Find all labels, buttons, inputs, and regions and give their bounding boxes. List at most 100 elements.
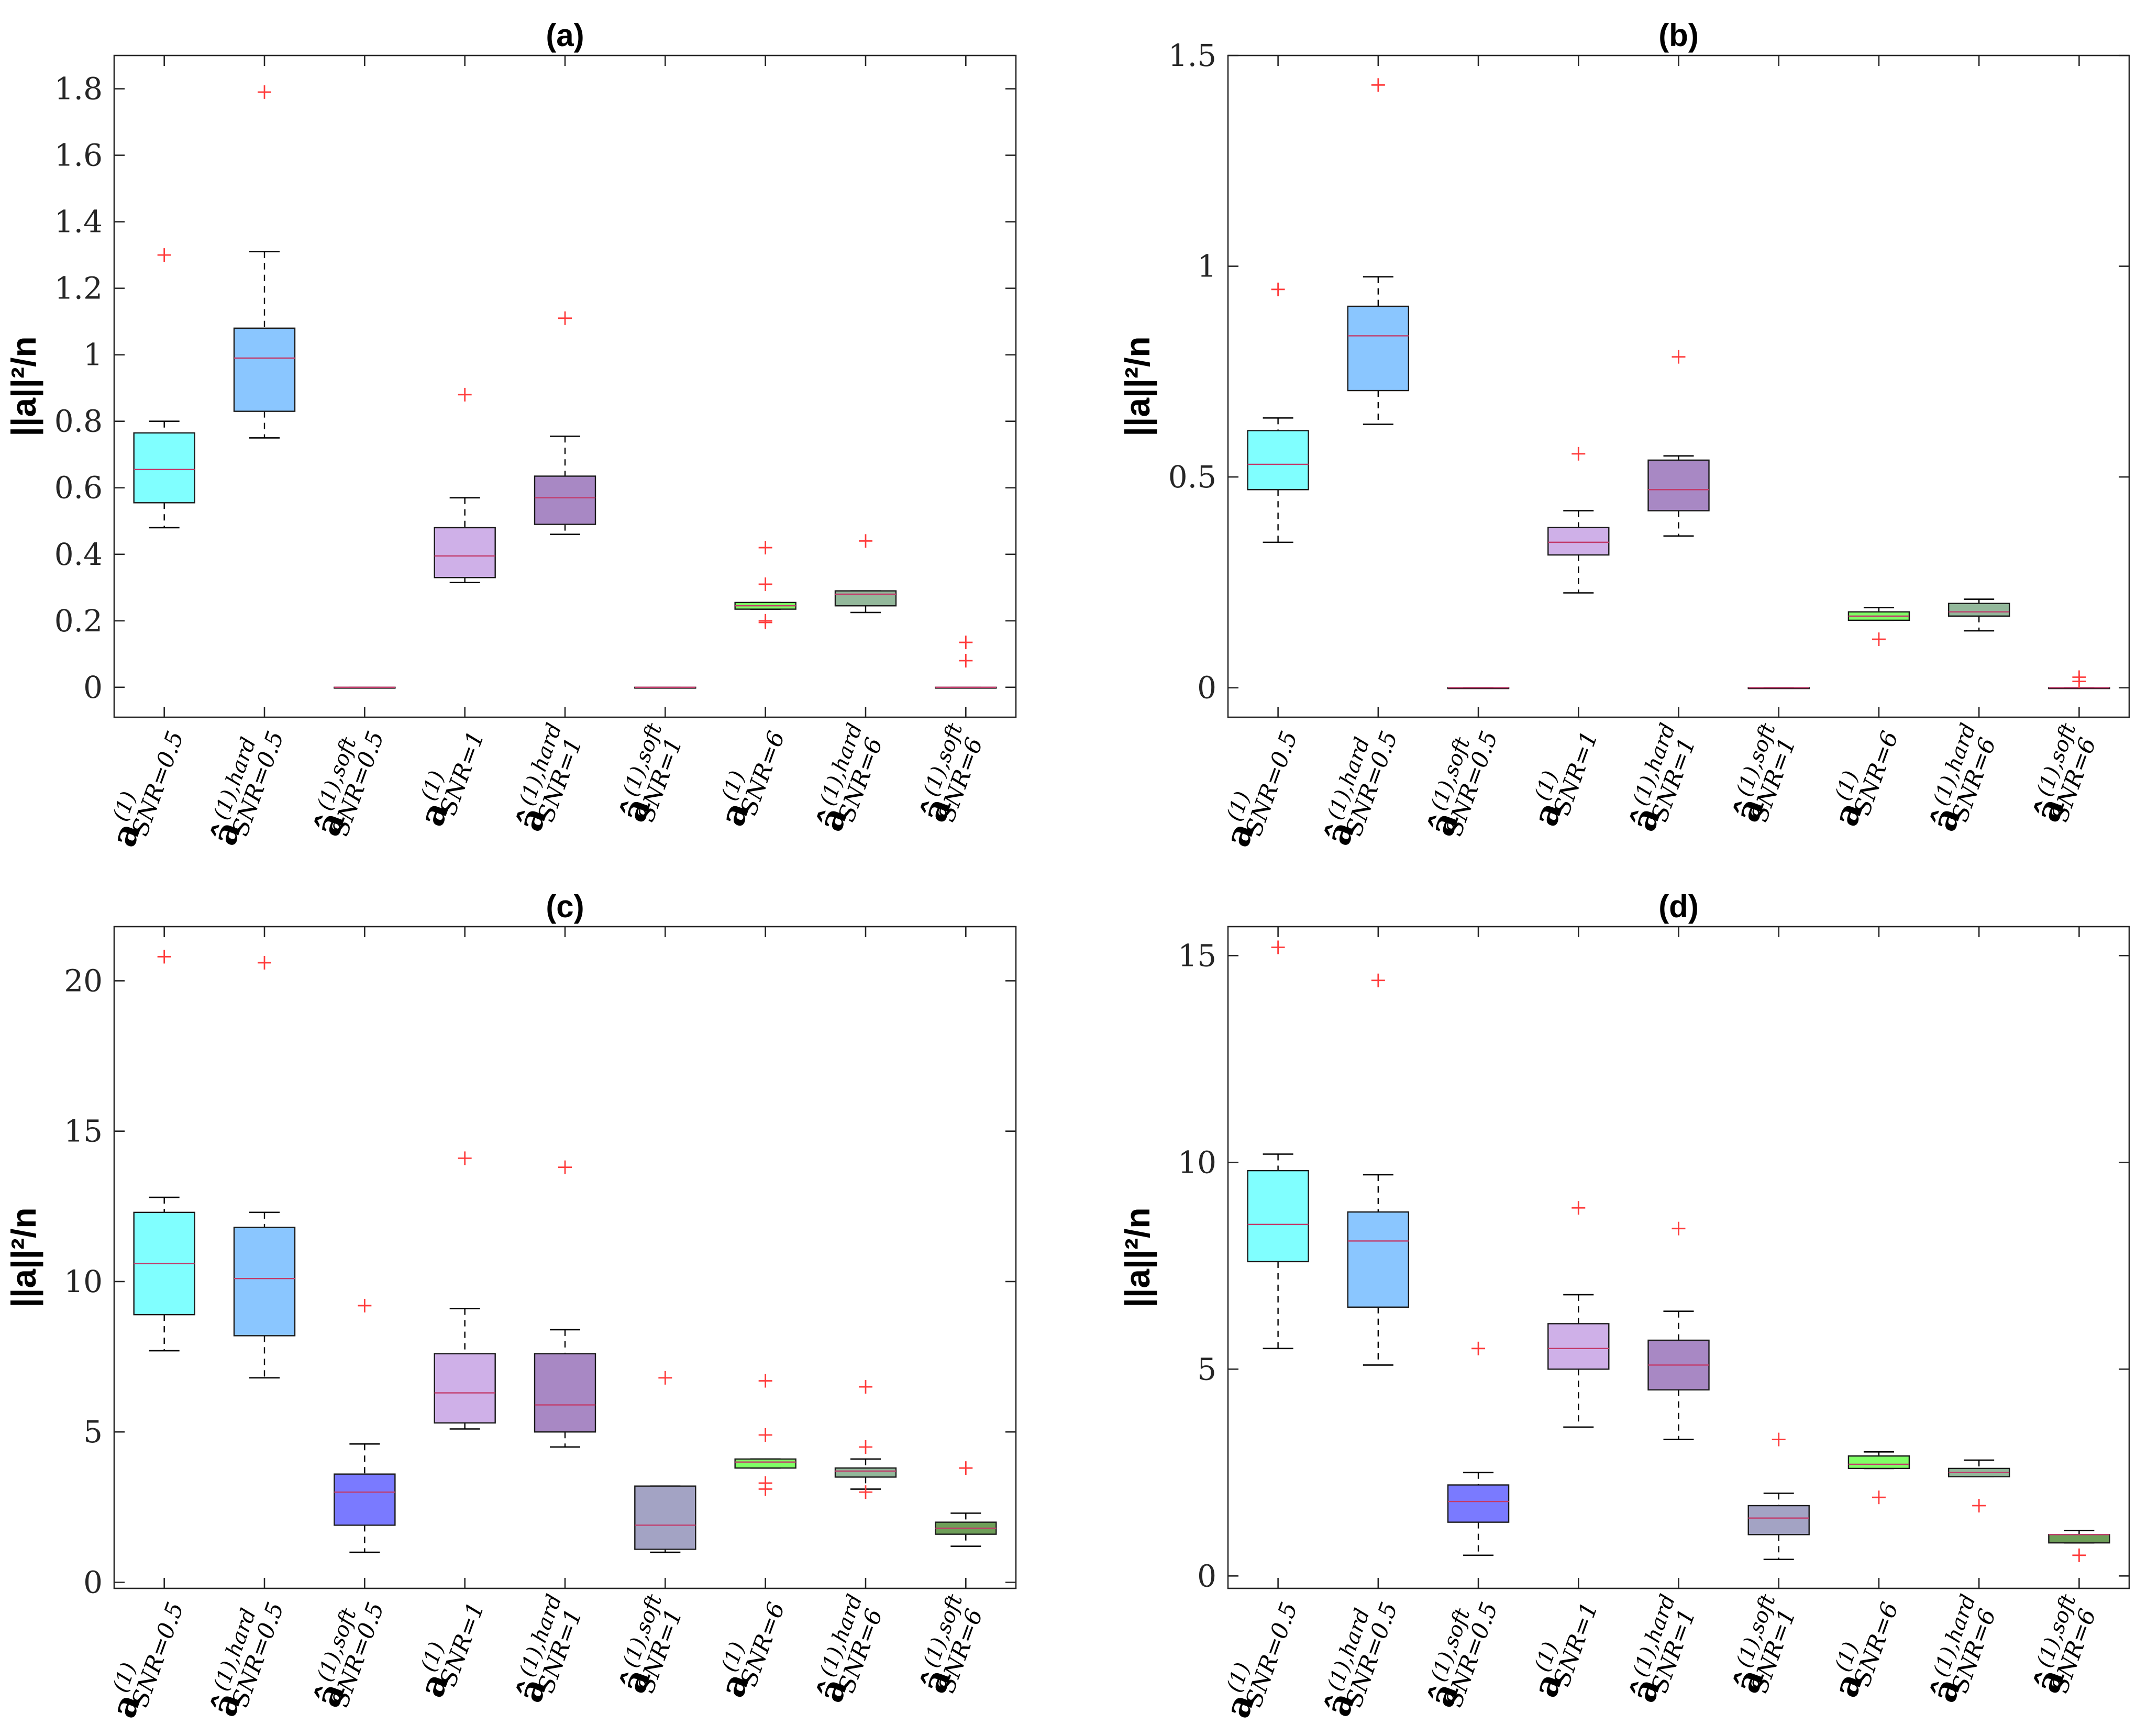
outlier-marker xyxy=(758,1482,772,1496)
x-category-label: â(1),softSNR=0.5 xyxy=(305,720,389,843)
panel-a: (a) ||a||²/n 0 0.2 0.4 0.6 0.8 1 1.2 1.4 1.6 1.8 a(1… xyxy=(4,18,1017,852)
y-axis-label: ||a||²/n xyxy=(1118,1207,1158,1307)
box xyxy=(1347,1211,1410,1308)
y-axis-label: ||a||²/n xyxy=(4,336,44,436)
x-category-label: â(1),softSNR=6 xyxy=(2024,1591,2104,1700)
x-category-label: a(1)SNR=0.5 xyxy=(1214,720,1303,854)
outlier-marker xyxy=(758,1428,772,1442)
outlier-marker xyxy=(959,654,973,668)
outlier-marker xyxy=(358,1298,372,1312)
x-category-label: â(1),hardSNR=0.5 xyxy=(202,720,290,852)
box xyxy=(434,1353,496,1424)
outlier-marker xyxy=(1972,1499,1986,1512)
x-category-label: a(1)SNR=6 xyxy=(1823,1591,1903,1704)
x-category-label: â(1),hardSNR=1 xyxy=(1621,720,1703,838)
outlier-marker xyxy=(2072,674,2086,688)
x-category-label: â(1),hardSNR=1 xyxy=(507,720,590,838)
box xyxy=(233,1227,296,1337)
x-category-label: â(1),softSNR=0.5 xyxy=(1419,1591,1503,1714)
outlier-marker xyxy=(558,311,572,325)
x-category-label: â(1),hardSNR=0.5 xyxy=(1315,720,1403,852)
box xyxy=(834,590,897,607)
y-tick-label: 1.8 xyxy=(54,71,103,107)
x-category-label: â(1),softSNR=6 xyxy=(2024,720,2104,829)
outlier-marker xyxy=(758,577,772,591)
box xyxy=(1647,459,1710,511)
box xyxy=(1247,430,1309,491)
y-tick-label: 1 xyxy=(83,337,103,373)
y-tick-label: 5 xyxy=(1197,1351,1216,1387)
panel-b: (b)||a||²/n00.511.5a(1)SNR=0.5 â(1),hardS… xyxy=(1118,18,2130,854)
y-tick-label: 0.2 xyxy=(54,603,103,639)
outlier-marker xyxy=(859,1440,872,1454)
box xyxy=(2048,1534,2110,1544)
outlier-marker xyxy=(157,950,171,964)
y-tick-label: 15 xyxy=(1178,938,1216,973)
x-category-label: â(1),hardSNR=1 xyxy=(507,1591,590,1709)
outlier-marker xyxy=(1371,973,1385,987)
x-category-label: a(1)SNR=1 xyxy=(409,720,490,833)
y-tick-label: 0 xyxy=(1197,1558,1216,1594)
outlier-marker xyxy=(758,541,772,555)
y-tick-label: 15 xyxy=(64,1114,103,1149)
outlier-marker xyxy=(558,1160,572,1174)
x-category-label: â(1),softSNR=0.5 xyxy=(1419,720,1503,843)
outlier-marker xyxy=(258,955,271,970)
y-tick-label: 0 xyxy=(83,670,103,705)
x-category-label: a(1)SNR=1 xyxy=(1522,1591,1603,1704)
outlier-marker xyxy=(1772,1432,1786,1446)
outlier-marker xyxy=(1271,940,1285,954)
chart-title: (c) xyxy=(546,889,584,924)
box xyxy=(1347,305,1410,392)
x-category-label: â(1),hardSNR=6 xyxy=(1921,720,2004,838)
x-category-label: a(1)SNR=1 xyxy=(1522,720,1603,833)
y-tick-label: 0 xyxy=(1197,670,1216,706)
outlier-marker xyxy=(1471,1341,1486,1355)
box xyxy=(434,527,496,578)
y-tick-label: 1.5 xyxy=(1168,38,1216,73)
y-tick-label: 0.5 xyxy=(1168,459,1216,495)
outlier-marker xyxy=(1371,78,1385,92)
outlier-marker xyxy=(2072,1548,2086,1562)
x-category-label: a(1)SNR=0.5 xyxy=(101,1591,189,1725)
outlier-marker xyxy=(959,1461,973,1475)
box xyxy=(334,1473,396,1526)
x-category-label: â(1),hardSNR=0.5 xyxy=(202,1591,290,1723)
outlier-marker xyxy=(758,615,772,629)
outlier-marker xyxy=(1571,1201,1586,1215)
x-category-label: â(1),hardSNR=6 xyxy=(1921,1591,2004,1709)
y-tick-label: 0.6 xyxy=(54,470,103,506)
y-tick-label: 1.2 xyxy=(54,271,103,306)
y-tick-label: 1.4 xyxy=(54,204,103,240)
y-tick-label: 0 xyxy=(83,1565,103,1600)
x-category-label: â(1),softSNR=6 xyxy=(911,720,991,829)
x-category-label: a(1)SNR=6 xyxy=(710,720,790,833)
outlier-marker xyxy=(1872,632,1886,647)
outlier-marker xyxy=(1672,1221,1686,1236)
box xyxy=(233,327,296,412)
x-category-label: a(1)SNR=6 xyxy=(1823,720,1903,833)
outlier-marker xyxy=(758,1374,772,1388)
box xyxy=(534,1353,596,1433)
x-category-label: â(1),softSNR=1 xyxy=(1724,720,1804,829)
outlier-marker xyxy=(1672,350,1686,364)
x-category-label: â(1),softSNR=1 xyxy=(611,1591,690,1700)
chart-title: (d) xyxy=(1658,889,1699,924)
box xyxy=(1247,1170,1309,1263)
box xyxy=(734,1458,796,1469)
x-category-label: â(1),softSNR=0.5 xyxy=(305,1591,389,1714)
box xyxy=(1447,1484,1510,1523)
x-category-label: â(1),hardSNR=1 xyxy=(1621,1591,1703,1709)
box xyxy=(1847,1455,1910,1470)
x-category-label: â(1),hardSNR=6 xyxy=(807,720,890,838)
chart-title: (b) xyxy=(1658,18,1699,53)
y-tick-label: 1.6 xyxy=(54,138,103,173)
box xyxy=(133,432,195,504)
chart-title: (a) xyxy=(546,18,584,53)
box xyxy=(634,1485,696,1550)
box xyxy=(834,1467,897,1478)
outlier-marker xyxy=(658,1371,672,1385)
x-category-label: â(1),hardSNR=0.5 xyxy=(1315,1591,1403,1723)
y-tick-label: 20 xyxy=(64,963,103,998)
